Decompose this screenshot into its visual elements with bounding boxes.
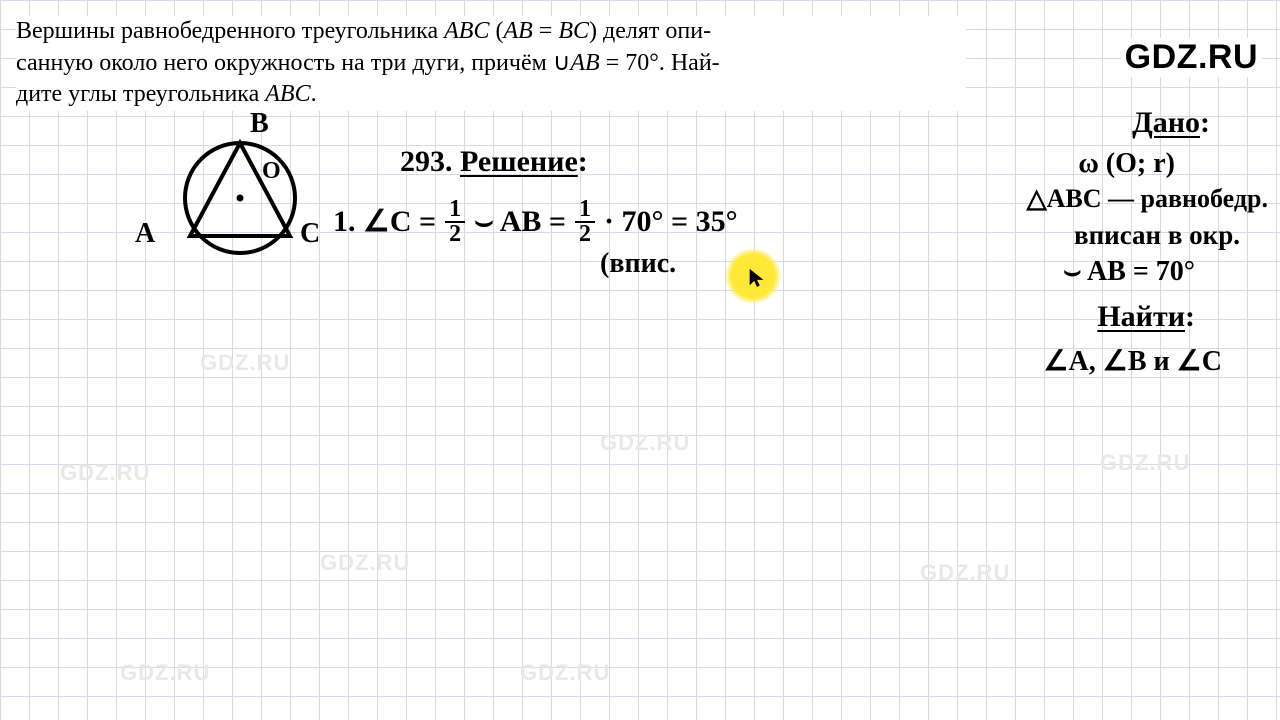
fraction-num: 1 (575, 198, 595, 223)
problem-text: Вершины равнобедренного треугольника (16, 18, 444, 44)
colon: : (578, 145, 588, 178)
dano-line4: ⌣ AB = 70° (1063, 256, 1195, 288)
var-abc: ABC (444, 18, 489, 44)
step-text: 1. ∠C = (333, 204, 436, 239)
solution-word: Решение (460, 145, 578, 178)
watermark: GDZ.RU (320, 550, 410, 576)
watermark: GDZ.RU (120, 660, 210, 686)
colon: : (1185, 300, 1195, 333)
vertex-a-label: A (135, 218, 155, 250)
fraction-den: 2 (445, 223, 465, 246)
calc-text: · 70° = 35° (604, 205, 738, 239)
arc-ab-text: ⌣ AB = (474, 205, 566, 239)
cursor-icon (746, 267, 768, 289)
var-ab: AB (503, 18, 532, 44)
watermark: GDZ.RU (200, 350, 290, 376)
colon: : (1200, 106, 1210, 139)
problem-number: 293. (400, 145, 453, 178)
watermark: GDZ.RU (1100, 450, 1190, 476)
fraction-half: 1 2 (445, 198, 465, 246)
naiti-title: Найти: (1097, 300, 1195, 334)
vertex-b-label: B (250, 108, 269, 140)
problem-text: санную около него окружность на три дуги… (16, 50, 570, 76)
fraction-num: 1 (445, 198, 465, 223)
center-o-label: O (262, 158, 281, 185)
solution-title: 293. Решение: (400, 145, 588, 179)
problem-text: дите углы треугольника (16, 81, 265, 107)
cursor-highlight (725, 248, 781, 304)
dano-title: Дано: (1132, 106, 1210, 140)
naiti-word: Найти (1097, 300, 1185, 333)
problem-statement: Вершины равнобедренного треугольника ABC… (16, 16, 966, 111)
fraction-den: 2 (575, 223, 595, 246)
problem-text: ) делят опи- (589, 18, 711, 44)
vertex-c-label: C (300, 218, 320, 250)
fraction-half-2: 1 2 (575, 198, 595, 246)
problem-text: = 70°. Най- (600, 50, 720, 76)
eq-sign: = (533, 18, 559, 44)
var-abc2: ABC (265, 81, 310, 107)
watermark: GDZ.RU (920, 560, 1010, 586)
watermark: GDZ.RU (60, 460, 150, 486)
solution-step1: 1. ∠C = 1 2 ⌣ AB = 1 2 · 70° = 35° (333, 198, 738, 246)
var-bc: BC (558, 18, 589, 44)
solution-note: (впис. (600, 248, 676, 280)
watermark: GDZ.RU (520, 660, 610, 686)
dano-line2: △ABC — равнобедр. (1027, 184, 1268, 214)
watermark: GDZ.RU (600, 430, 690, 456)
site-logo: GDZ.RU (1121, 38, 1262, 77)
problem-text: . (311, 81, 317, 107)
problem-text: ( (489, 18, 503, 44)
dano-line3: вписан в окр. (1074, 220, 1240, 251)
var-ab2: AB (570, 50, 599, 76)
naiti-line1: ∠A, ∠B и ∠C (1043, 344, 1222, 378)
dano-line1: ω (O; r) (1078, 148, 1175, 180)
dano-word: Дано (1132, 106, 1200, 139)
triangle-diagram (160, 118, 320, 278)
